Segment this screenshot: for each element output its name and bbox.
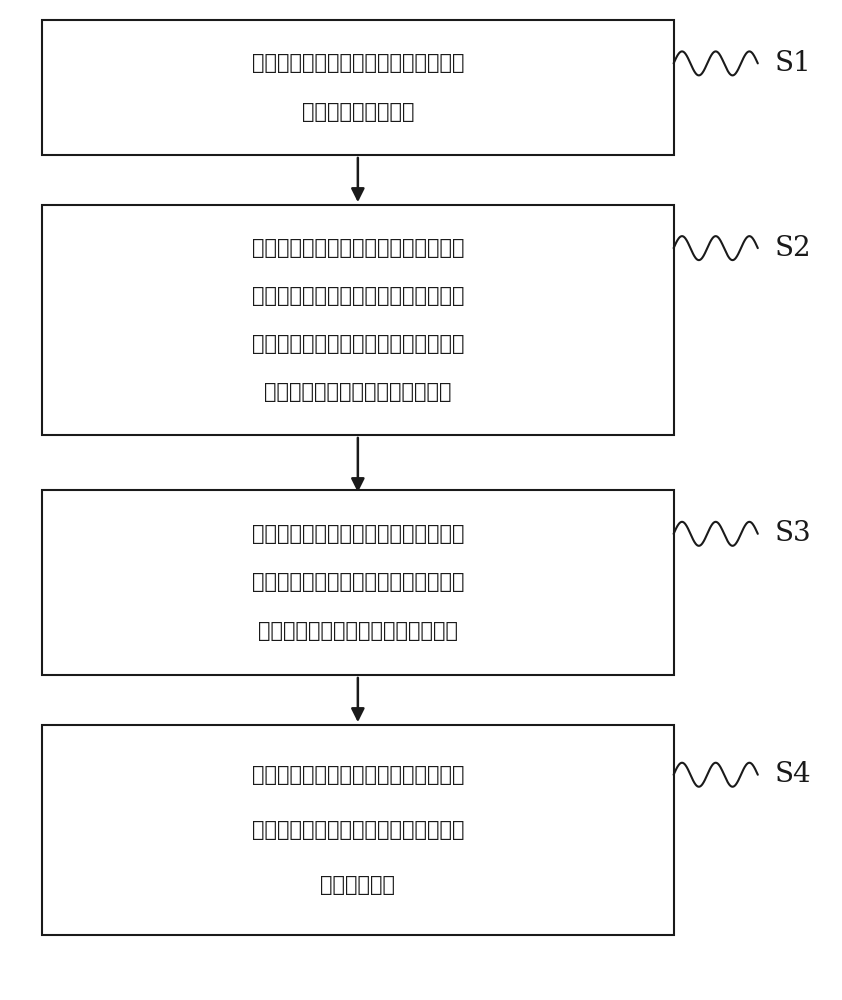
Text: 方向，以使所述承载件在所述风电机组: 方向，以使所述承载件在所述风电机组	[252, 820, 464, 840]
Bar	[42, 205, 674, 435]
Text: S1: S1	[775, 50, 812, 77]
Bar	[42, 490, 674, 675]
Bar	[42, 725, 674, 935]
Text: S3: S3	[775, 520, 811, 547]
Text: 述连接架底部的距离，以及驱动轮在所: 述连接架底部的距离，以及驱动轮在所	[252, 286, 464, 306]
Text: 传感器获取所述驱动轮的位置信息: 传感器获取所述驱动轮的位置信息	[264, 382, 451, 402]
Bar	[42, 20, 674, 155]
Text: S4: S4	[775, 761, 811, 788]
Text: S2: S2	[775, 235, 811, 262]
Text: 的外表面运动: 的外表面运动	[320, 875, 396, 895]
Text: 述风电机组外表面运行，同时通过位置: 述风电机组外表面运行，同时通过位置	[252, 334, 464, 354]
Text: 压力值，得到所述吸附件的实际吸附力: 压力值，得到所述吸附件的实际吸附力	[252, 572, 464, 592]
Text: 通过所述提升结构调整所述驱动轮与所: 通过所述提升结构调整所述驱动轮与所	[252, 238, 464, 258]
Text: 将所述吸附件与所述风电机组的外表面: 将所述吸附件与所述风电机组的外表面	[252, 53, 464, 73]
Text: 通过控制所述驱动轮的运动速度和运动: 通过控制所述驱动轮的运动速度和运动	[252, 765, 464, 785]
Text: ，通过所述负压电机调节实际吸附力: ，通过所述负压电机调节实际吸附力	[258, 621, 458, 641]
Text: 的预设检测位置吸附: 的预设检测位置吸附	[301, 102, 414, 122]
Text: 基于所述压力传感器获取所述吸附件的: 基于所述压力传感器获取所述吸附件的	[252, 524, 464, 544]
